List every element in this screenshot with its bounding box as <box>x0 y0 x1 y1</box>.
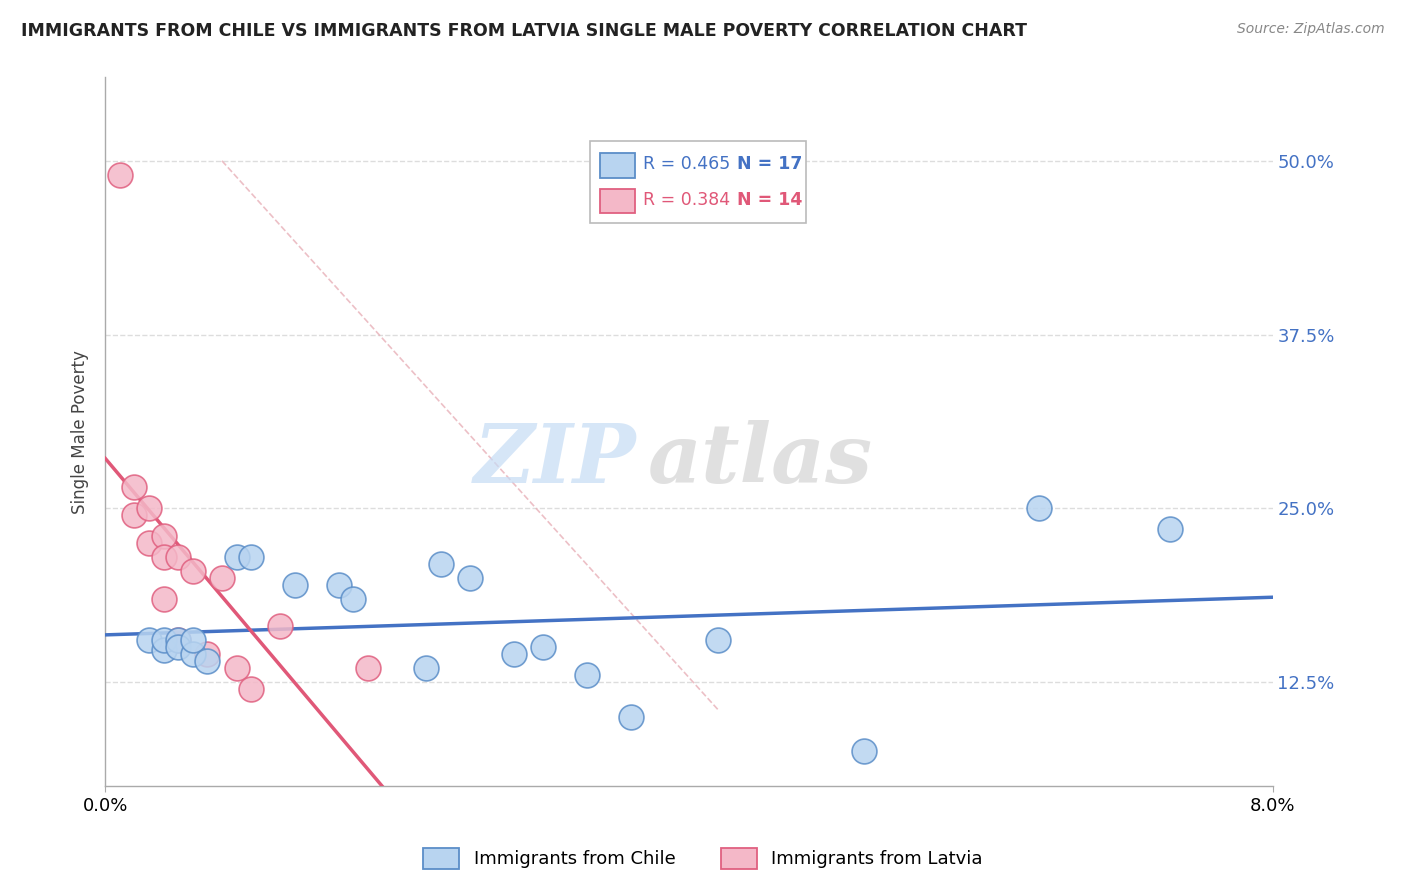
Text: atlas: atlas <box>648 420 873 500</box>
Point <box>328 577 350 591</box>
FancyBboxPatch shape <box>589 141 806 223</box>
Point <box>167 549 190 564</box>
Y-axis label: Single Male Poverty: Single Male Poverty <box>72 350 89 514</box>
Point <box>284 577 307 591</box>
Point <box>195 647 218 661</box>
Point <box>269 619 291 633</box>
Point <box>458 571 481 585</box>
Point <box>575 668 598 682</box>
Point <box>1028 501 1050 516</box>
Point <box>152 549 174 564</box>
Point <box>124 508 146 523</box>
Text: IMMIGRANTS FROM CHILE VS IMMIGRANTS FROM LATVIA SINGLE MALE POVERTY CORRELATION : IMMIGRANTS FROM CHILE VS IMMIGRANTS FROM… <box>21 22 1028 40</box>
Point <box>108 168 131 182</box>
Point <box>1159 522 1181 536</box>
Point <box>225 661 247 675</box>
Point <box>415 661 437 675</box>
Text: R = 0.384: R = 0.384 <box>644 191 731 209</box>
Point <box>152 591 174 606</box>
Point <box>152 643 174 657</box>
Point <box>124 480 146 494</box>
Point <box>138 501 160 516</box>
Point <box>211 571 233 585</box>
Point <box>181 647 204 661</box>
Point <box>225 549 247 564</box>
Point <box>707 633 730 648</box>
Point <box>167 640 190 655</box>
FancyBboxPatch shape <box>600 189 636 213</box>
Point <box>167 633 190 648</box>
Point <box>138 536 160 550</box>
Text: N = 17: N = 17 <box>737 155 801 173</box>
Text: R = 0.465: R = 0.465 <box>644 155 731 173</box>
Point <box>357 661 380 675</box>
Point <box>852 744 875 758</box>
Point <box>502 647 524 661</box>
Text: ZIP: ZIP <box>474 420 637 500</box>
Text: Source: ZipAtlas.com: Source: ZipAtlas.com <box>1237 22 1385 37</box>
Point <box>167 633 190 648</box>
Point <box>138 633 160 648</box>
Point <box>531 640 554 655</box>
Point <box>195 654 218 668</box>
Point <box>152 633 174 648</box>
Point <box>152 529 174 543</box>
Point <box>240 681 263 696</box>
FancyBboxPatch shape <box>600 153 636 178</box>
Legend: Immigrants from Chile, Immigrants from Latvia: Immigrants from Chile, Immigrants from L… <box>416 840 990 876</box>
Text: N = 14: N = 14 <box>737 191 801 209</box>
Point <box>430 557 453 571</box>
Point <box>619 709 641 723</box>
Point <box>342 591 364 606</box>
Point <box>240 549 263 564</box>
Point <box>181 633 204 648</box>
Point <box>181 564 204 578</box>
